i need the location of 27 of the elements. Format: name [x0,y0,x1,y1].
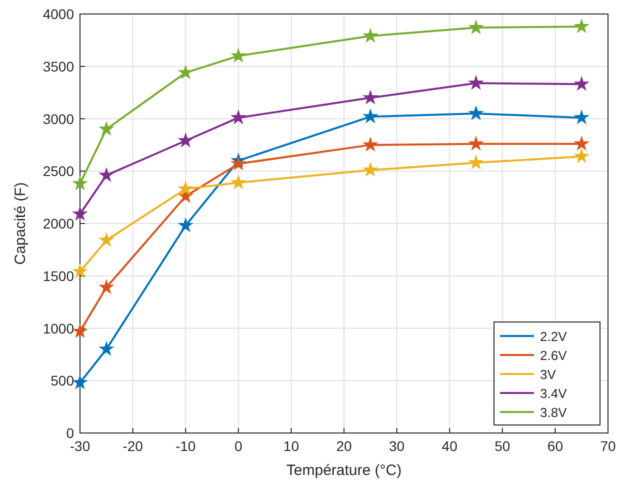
y-tick-label: 2500 [42,163,74,180]
y-axis-title: Capacité (F) [12,182,29,265]
legend-label: 2.2V [540,329,568,344]
y-tick-label: 4000 [42,6,74,22]
x-tick-label: -30 [70,438,90,454]
x-tick-label: 70 [600,438,616,454]
x-tick-label: 40 [442,438,458,454]
x-tick-label: 30 [389,438,405,454]
x-tick-label: -20 [122,438,144,454]
y-tick-label: 0 [66,425,74,441]
legend-label: 3.8V [540,405,568,420]
x-tick-label: 60 [547,438,564,454]
x-tick-label: 10 [283,438,300,454]
x-axis-title: Température (°C) [286,462,402,479]
y-tick-label: 2000 [42,216,74,232]
x-tick-label: 50 [494,438,510,454]
x-tick-label: 0 [234,438,242,454]
y-tick-label: 3500 [42,58,74,74]
x-tick-label: 20 [336,438,352,454]
legend-label: 3.4V [540,386,568,401]
y-tick-label: 1000 [42,320,74,336]
x-tick-label: -10 [175,438,196,454]
legend-label: 3V [540,367,556,382]
legend-label: 2.6V [540,348,568,363]
y-tick-label: 3000 [42,110,74,127]
y-tick-label: 1500 [42,268,74,284]
y-tick-label: 500 [50,372,74,389]
